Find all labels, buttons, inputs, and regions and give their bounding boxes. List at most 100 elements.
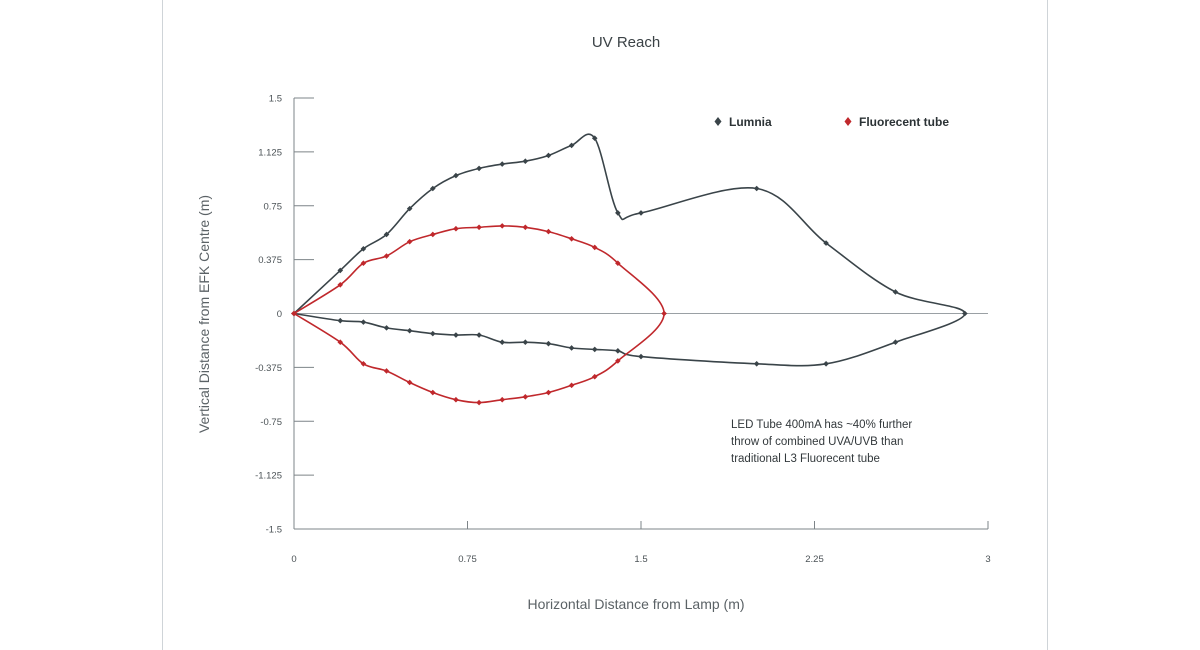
data-point-fluorecent-tube <box>383 368 390 374</box>
data-point-lumnia <box>337 317 344 324</box>
data-point-lumnia <box>753 360 760 367</box>
data-point-fluorecent-tube <box>383 253 390 259</box>
data-point-fluorecent-tube <box>568 235 575 242</box>
data-point-lumnia <box>638 353 644 360</box>
data-point-fluorecent-tube <box>545 228 552 235</box>
data-point-lumnia <box>406 327 413 334</box>
data-point-lumnia <box>430 330 436 337</box>
series-line-fluorecent-tube <box>293 225 665 404</box>
data-point-fluorecent-tube <box>615 260 621 267</box>
annotation-line-3: traditional L3 Fluorecent tube <box>731 453 880 465</box>
series-lumnia <box>291 133 968 367</box>
x-tick-label: 2.25 <box>805 554 824 565</box>
data-point-fluorecent-tube <box>499 396 505 403</box>
data-point-fluorecent-tube <box>476 224 482 231</box>
data-point-fluorecent-tube <box>522 224 529 231</box>
data-point-lumnia <box>638 210 644 216</box>
series-line-lumnia <box>293 133 966 367</box>
legend: Lumnia Fluorecent tube <box>714 115 949 129</box>
y-tick-label: -1.5 <box>266 525 282 536</box>
data-point-fluorecent-tube <box>291 310 297 317</box>
data-point-lumnia <box>823 360 829 367</box>
data-point-fluorecent-tube <box>430 231 436 238</box>
x-tick-label: 0 <box>291 554 296 565</box>
chart-title: UV Reach <box>592 34 660 51</box>
data-point-lumnia <box>453 332 459 338</box>
data-point-fluorecent-tube <box>591 373 598 380</box>
annotation-line-2: throw of combined UVA/UVB than <box>731 436 903 448</box>
y-tick-label: -1.125 <box>255 471 282 482</box>
x-tick-label: 0.75 <box>458 554 477 565</box>
data-point-lumnia <box>522 339 529 346</box>
series-fluorecent-tube <box>291 223 667 406</box>
data-point-fluorecent-tube <box>406 238 413 245</box>
y-tick-label: 0.75 <box>264 201 283 212</box>
data-point-lumnia <box>522 158 529 165</box>
data-point-lumnia <box>615 348 621 354</box>
data-point-lumnia <box>962 310 968 317</box>
x-axis: 0 0.75 1.5 2.25 3 <box>291 313 991 565</box>
y-tick-label: 1.125 <box>258 147 282 158</box>
legend-label-lumnia: Lumnia <box>729 115 772 129</box>
y-tick-label: 1.5 <box>269 94 282 105</box>
data-point-lumnia <box>383 325 390 331</box>
data-point-lumnia <box>453 172 459 179</box>
legend-item-lumnia: Lumnia <box>714 115 772 129</box>
data-point-fluorecent-tube <box>360 260 367 267</box>
panel-border-right <box>1047 0 1048 650</box>
annotation-line-1: LED Tube 400mA has ~40% further <box>731 419 912 431</box>
data-point-lumnia <box>430 185 436 192</box>
legend-marker-lumnia <box>714 117 722 126</box>
data-point-fluorecent-tube <box>360 360 367 367</box>
data-point-fluorecent-tube <box>568 382 575 389</box>
data-point-lumnia <box>568 345 575 351</box>
legend-item-fluorecent-tube: Fluorecent tube <box>844 115 949 129</box>
y-tick-label: -0.75 <box>260 417 282 428</box>
data-point-lumnia <box>892 339 899 346</box>
y-tick-label: 0.375 <box>258 255 282 266</box>
data-point-fluorecent-tube <box>499 223 505 229</box>
data-point-lumnia <box>499 161 505 167</box>
data-point-lumnia <box>823 240 829 246</box>
data-point-lumnia <box>568 142 575 149</box>
data-point-lumnia <box>615 210 621 216</box>
data-point-lumnia <box>892 289 899 295</box>
x-axis-label: Horizontal Distance from Lamp (m) <box>527 596 744 612</box>
x-tick-label: 1.5 <box>634 554 647 565</box>
data-point-lumnia <box>360 246 367 252</box>
data-point-lumnia <box>545 340 552 347</box>
data-point-fluorecent-tube <box>545 389 552 396</box>
data-point-fluorecent-tube <box>453 396 459 403</box>
panel-border-left <box>162 0 163 650</box>
data-point-fluorecent-tube <box>661 310 667 317</box>
y-tick-label: -0.375 <box>255 363 282 374</box>
data-point-fluorecent-tube <box>406 379 413 386</box>
data-point-lumnia <box>591 135 598 142</box>
data-point-fluorecent-tube <box>476 399 482 406</box>
data-point-fluorecent-tube <box>591 244 598 251</box>
data-point-lumnia <box>499 339 505 346</box>
data-point-fluorecent-tube <box>430 389 436 396</box>
data-point-fluorecent-tube <box>522 394 529 400</box>
data-point-fluorecent-tube <box>337 281 344 288</box>
data-point-lumnia <box>383 231 390 238</box>
y-tick-label: 0 <box>277 309 282 320</box>
legend-label-fluorecent-tube: Fluorecent tube <box>859 115 949 129</box>
data-point-fluorecent-tube <box>453 225 459 232</box>
data-point-lumnia <box>545 152 552 159</box>
data-point-lumnia <box>337 267 344 274</box>
series-layer <box>291 133 968 406</box>
data-point-fluorecent-tube <box>615 358 621 364</box>
data-point-lumnia <box>360 319 367 325</box>
data-point-lumnia <box>476 332 482 338</box>
data-point-lumnia <box>406 205 413 212</box>
x-tick-label: 3 <box>985 554 990 565</box>
annotation-note: LED Tube 400mA has ~40% further throw of… <box>731 419 912 465</box>
data-point-lumnia <box>753 185 760 192</box>
legend-marker-fluorecent-tube <box>844 117 852 126</box>
y-axis-label: Vertical Distance from EFK Centre (m) <box>196 195 212 433</box>
data-point-lumnia <box>591 346 598 353</box>
data-point-fluorecent-tube <box>337 339 344 346</box>
